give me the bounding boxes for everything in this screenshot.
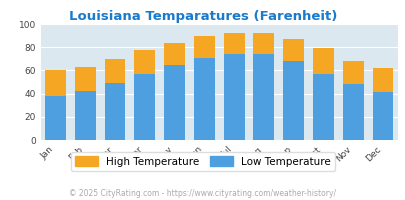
Bar [372,92,392,140]
Bar [134,50,155,74]
Bar [45,70,66,96]
Bar [75,91,96,140]
Bar [372,68,392,92]
Bar [223,54,244,140]
Bar [164,43,185,65]
Bar [283,39,303,61]
Legend: High Temperature, Low Temperature: High Temperature, Low Temperature [71,152,334,171]
Bar [342,84,363,140]
Bar [342,61,363,84]
Text: Louisiana Temparatures (Farenheit): Louisiana Temparatures (Farenheit) [68,10,337,23]
Bar [253,33,274,54]
Bar [223,33,244,54]
Bar [194,58,214,140]
Bar [45,96,66,140]
Bar [312,74,333,140]
Bar [164,65,185,140]
Bar [104,83,125,140]
Bar [283,61,303,140]
Text: © 2025 CityRating.com - https://www.cityrating.com/weather-history/: © 2025 CityRating.com - https://www.city… [69,189,336,198]
Bar [134,74,155,140]
Bar [253,54,274,140]
Bar [194,36,214,58]
Bar [75,67,96,91]
Bar [312,48,333,74]
Bar [104,59,125,83]
